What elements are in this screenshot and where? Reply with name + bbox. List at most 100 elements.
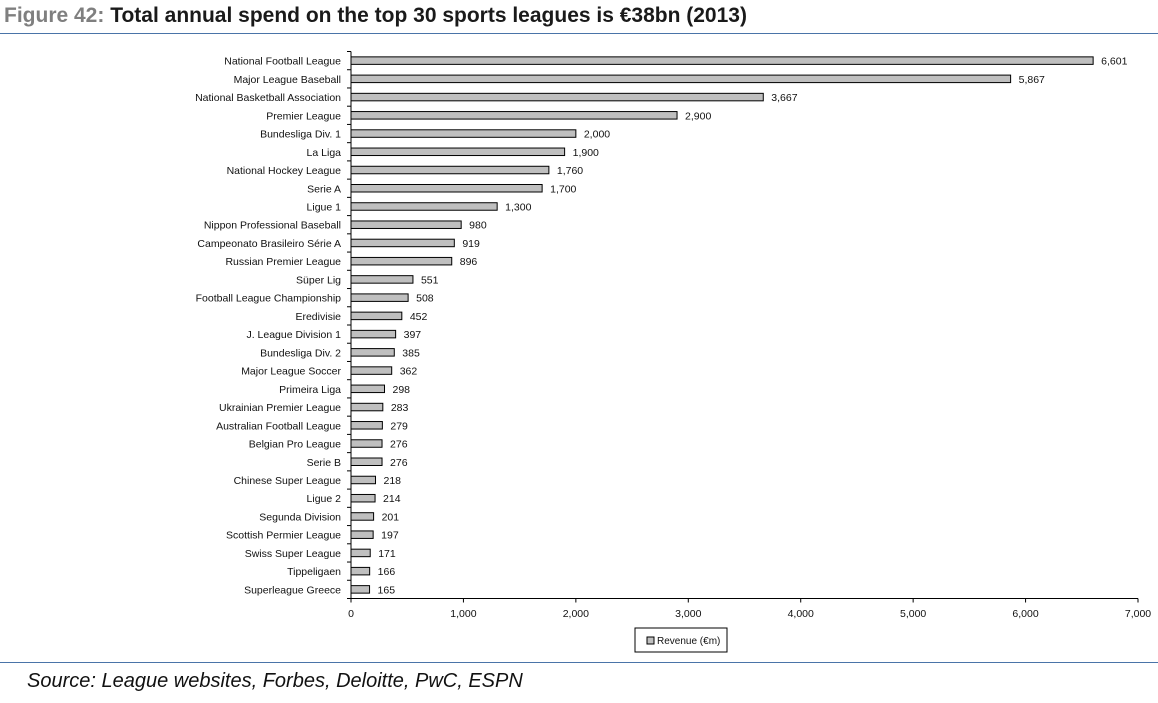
value-label: 896 [460,256,478,268]
value-label: 397 [404,329,422,341]
category-label: La Liga [307,147,342,159]
x-tick-label: 7,000 [1125,608,1151,620]
value-label: 452 [410,311,428,323]
category-label: Primeira Liga [279,384,341,396]
bar [350,402,384,412]
value-label: 214 [383,493,401,505]
bar [350,275,414,284]
category-label: Ukrainian Premier League [219,402,341,414]
bar [350,329,397,339]
legend-swatch [646,636,655,645]
category-label: Campeonato Brasileiro Série A [197,238,341,250]
category-label: Nippon Professional Baseball [204,220,341,232]
category-label: Russian Premier League [225,256,341,268]
figure-title: Figure 42: Total annual spend on the top… [4,4,747,28]
bar [350,512,375,521]
value-label: 298 [393,384,411,396]
category-label: National Hockey League [227,165,342,177]
bar [350,165,550,175]
category-label: Segunda Division [259,511,341,523]
bar [350,493,376,503]
value-label: 1,300 [505,201,531,213]
x-tick-label: 3,000 [675,608,701,620]
bar [350,384,386,394]
bar [350,256,453,266]
category-label: Bundesliga Div. 1 [260,129,341,141]
value-label: 201 [382,511,400,523]
category-label: Chinese Super League [234,475,342,487]
bar [350,421,383,430]
value-label: 5,867 [1019,74,1045,86]
value-label: 2,000 [584,129,610,141]
value-label: 980 [469,220,487,232]
value-label: 218 [384,475,402,487]
category-label: Australian Football League [216,420,341,432]
category-label: Tippeligaen [287,566,341,578]
x-tick-label: 2,000 [563,608,589,620]
source-divider [0,662,1158,663]
bar [350,548,371,558]
value-label: 197 [381,530,399,542]
bar [350,56,1094,65]
source-note: Source: League websites, Forbes, Deloitt… [27,670,523,692]
category-label: Superleague Greece [244,584,341,596]
category-label: Ligue 2 [307,493,342,505]
bar [350,475,377,485]
bar [350,129,577,138]
value-label: 165 [378,584,396,596]
value-label: 283 [391,402,409,414]
category-label: J. League Division 1 [246,329,341,341]
category-label: Bundesliga Div. 2 [260,347,341,359]
category-label: Serie B [307,457,341,469]
bar [350,530,374,539]
x-tick-label: 1,000 [450,608,476,620]
value-label: 276 [390,457,408,469]
value-label: 362 [400,366,418,378]
category-label: Süper Lig [296,274,341,286]
x-tick-label: 5,000 [900,608,926,620]
value-label: 3,667 [771,92,797,104]
bar [350,111,678,120]
category-label: Belgian Pro League [249,439,341,451]
bar [350,293,409,302]
bar [350,202,498,211]
value-label: 1,700 [550,183,576,195]
value-label: 6,601 [1101,56,1127,68]
bar [350,238,455,248]
value-label: 508 [416,293,434,305]
bar [350,457,383,466]
x-tick-label: 4,000 [788,608,814,620]
category-label: Premier League [266,110,341,122]
category-label: Scottish Permier League [226,530,341,542]
bar-chart: 0 1,000 2,000 3,000 4,000 5,000 6,000 7,000 Nati… [195,51,1151,653]
value-label: 385 [402,347,420,359]
value-label: 2,900 [685,110,711,122]
category-label: Major League Baseball [234,74,341,86]
bar [350,566,371,576]
bar [350,366,393,375]
category-label: Eredivisie [295,311,341,323]
bar [350,311,403,321]
figure-label: Figure 42: [4,4,105,27]
category-label: National Basketball Association [195,92,341,104]
value-label: 551 [421,274,439,286]
x-tick-label: 0 [348,608,354,620]
bar [350,585,371,594]
category-label: National Football League [224,56,341,68]
bar [350,184,543,193]
value-label: 171 [378,548,396,560]
value-label: 276 [390,439,408,451]
value-label: 279 [390,420,408,432]
bar [350,74,1012,84]
value-label: 1,760 [557,165,583,177]
value-label: 1,900 [573,147,599,159]
category-label: Football League Championship [196,293,342,305]
bar [350,147,566,157]
x-tick-label: 6,000 [1012,608,1038,620]
value-label: 166 [378,566,396,578]
bar [350,92,764,102]
title-divider [0,33,1158,34]
legend-label: Revenue (€m) [657,636,720,647]
bar [350,348,395,357]
category-label: Major League Soccer [241,366,341,378]
